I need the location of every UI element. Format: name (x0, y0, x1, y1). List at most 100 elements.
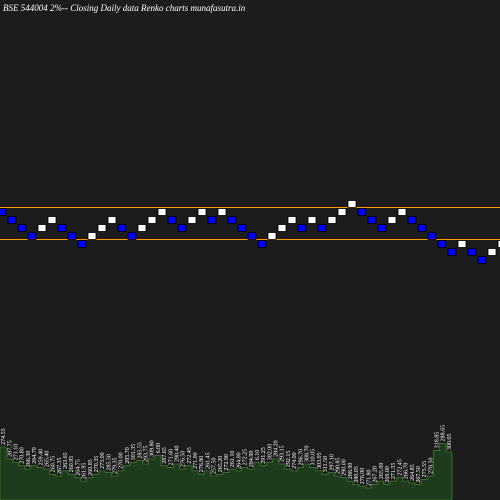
volume-label: 284.20 (274, 440, 280, 457)
volume-label: 264.70 (32, 447, 38, 464)
volume-label: 272.90 (224, 454, 230, 471)
renko-brick-up (47, 216, 57, 224)
volume-label: 303.05 (317, 452, 323, 469)
renko-brick-up (147, 216, 157, 224)
renko-brick-down (177, 224, 187, 232)
volume-label: 275.55 (422, 461, 428, 478)
volume-label: 266.30 (26, 451, 32, 468)
volume-label: 308.70 (304, 446, 310, 463)
volume-label: 293.15 (280, 446, 286, 463)
renko-brick-down (167, 216, 177, 224)
renko-brick-up (97, 224, 107, 232)
renko-brick-down (77, 240, 87, 248)
volume-label: 257.50 (212, 458, 218, 475)
volume-label: 271.55 (391, 463, 397, 480)
volume-label: 271.80 (366, 470, 372, 487)
volume-label: 264.00 (236, 452, 242, 469)
volume-label: 290.40 (174, 446, 180, 463)
volume-area (0, 443, 453, 500)
chart-title: BSE 544004 2%-- Closing Daily data Renko… (3, 3, 246, 13)
renko-brick-up (37, 224, 47, 232)
renko-brick-down (57, 224, 67, 232)
renko-brick-up (277, 224, 287, 232)
renko-brick-up (267, 232, 277, 240)
volume-label: 265.40 (44, 451, 50, 468)
volume-label: 271.60 (168, 449, 174, 466)
volume-label: 267.20 (373, 466, 379, 483)
renko-brick-down (297, 224, 307, 232)
volume-label: 287.65 (162, 447, 168, 464)
volume-label: 293.75 (144, 446, 150, 463)
volume-label: 290.85 (335, 458, 341, 475)
volume-label: 292.15 (286, 451, 292, 468)
renko-brick-up (457, 240, 467, 248)
renko-brick-down (7, 216, 17, 224)
renko-brick-down (127, 232, 137, 240)
renko-brick-up (397, 208, 407, 216)
renko-brick-down (437, 240, 447, 248)
volume-label: 267.50 (416, 466, 422, 483)
renko-brick-up (487, 248, 497, 256)
renko-brick-up (157, 208, 167, 216)
volume-label: 285.55 (137, 442, 143, 459)
volume-label: 272.25 (243, 449, 249, 466)
volume-label: 269.00 (385, 466, 391, 483)
renko-brick-up (217, 208, 227, 216)
volume-label: 276.80 (199, 456, 205, 473)
volume-label: 271.10 (13, 444, 19, 461)
volume-label: 271.00 (193, 452, 199, 469)
renko-brick-down (27, 232, 37, 240)
volume-label: 297.10 (329, 454, 335, 471)
volume-label: 264.85 (410, 464, 416, 481)
renko-brick-down (447, 248, 457, 256)
volume-label: 287.75 (7, 440, 13, 457)
renko-brick-down (477, 256, 487, 264)
renko-brick-up (337, 208, 347, 216)
volume-label: 278.50 (428, 458, 434, 475)
volume-label: 276.50 (181, 451, 187, 468)
volume-label: 309.80 (150, 440, 156, 457)
renko-brick-down (407, 216, 417, 224)
renko-brick-up (307, 216, 317, 224)
volume-label: 311.50 (323, 456, 329, 472)
renko-brick-down (377, 224, 387, 232)
renko-brick-up (347, 200, 357, 208)
volume-label: 263.65 (63, 452, 69, 469)
renko-brick-down (117, 224, 127, 232)
volume-label: 265.00 (379, 463, 385, 480)
volume-label: 260.85 (88, 459, 94, 476)
volume-label: 260.95 (69, 456, 75, 473)
volume-label: 310.05 (311, 449, 317, 466)
renko-brick-up (497, 240, 500, 248)
volume-label: 261.10 (230, 451, 236, 468)
volume-label: 318.85 (435, 432, 441, 449)
volume-label: 267.35 (57, 458, 63, 475)
renko-brick-up (197, 208, 207, 216)
volume-label: 288.65 (441, 425, 447, 442)
volume-label: 261.95 (82, 463, 88, 480)
volume-label: 6.00 (156, 443, 162, 454)
volume-label: 259.40 (38, 449, 44, 466)
volume-label: 284.90 (249, 451, 255, 468)
renko-brick-down (0, 208, 7, 216)
volume-label: 265.20 (218, 456, 224, 473)
volume-label: 276.00 (360, 468, 366, 485)
volume-label: 264.75 (75, 459, 81, 476)
volume-label: 285.50 (106, 454, 112, 471)
volume-label: 260.75 (51, 456, 57, 473)
renko-brick-down (357, 208, 367, 216)
renko-brick-down (237, 224, 247, 232)
renko-brick-down (257, 240, 267, 248)
renko-brick-up (137, 224, 147, 232)
renko-brick-up (107, 216, 117, 224)
volume-label: 261.45 (205, 452, 211, 469)
renko-brick-up (187, 216, 197, 224)
volume-label: 296.70 (298, 449, 304, 466)
renko-brick-down (427, 232, 437, 240)
renko-brick-down (227, 216, 237, 224)
volume-label: 6.10 (255, 450, 261, 461)
renko-brick-down (67, 232, 77, 240)
